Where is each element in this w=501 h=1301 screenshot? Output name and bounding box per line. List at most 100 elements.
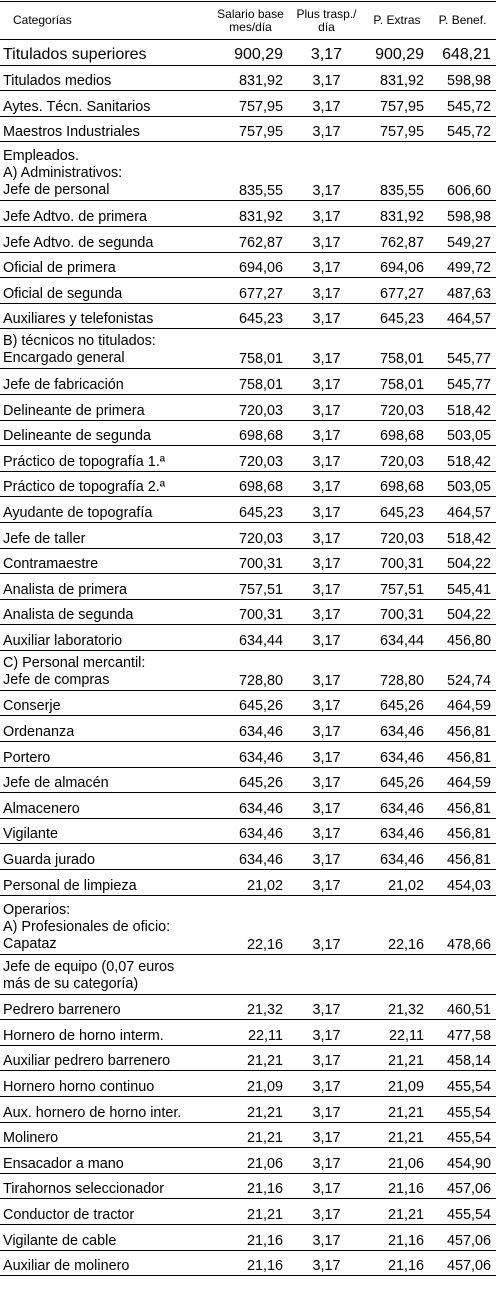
table-row: Jefe de equipo (0,07 euros más de su cate… (0, 954, 496, 995)
category-cell: Conserje (0, 690, 213, 717)
header-salario-base-line2: mes/día (229, 19, 272, 34)
p-extras-cell: 700,31 (365, 599, 429, 626)
category-cell: Contramaestre (0, 548, 213, 575)
p-extras-cell (365, 954, 429, 995)
header-salario-base: Salario base mes/día (213, 1, 288, 40)
p-extras-cell: 634,44 (365, 624, 429, 651)
p-extras-cell: 677,27 (365, 277, 429, 304)
category-cell: Hornero horno continuo (0, 1070, 213, 1097)
category-cell: Jefe de fabricación (0, 368, 213, 395)
salario-base-cell: 700,31 (213, 599, 288, 626)
salario-base-cell: 634,44 (213, 624, 288, 651)
p-benef-cell: 648,21 (429, 39, 496, 66)
table-row: Molinero 21,21 3,17 21,21 455,54 (0, 1122, 496, 1149)
plus-trasp-cell: 3,17 (288, 420, 365, 447)
salario-base-cell: 634,46 (213, 818, 288, 845)
p-benef-cell: 455,54 (429, 1198, 496, 1225)
category-cell: C) Personal mercantil: Jefe de compras (0, 650, 213, 691)
table-row: Conductor de tractor 21,21 3,17 21,21 455,54 (0, 1198, 496, 1225)
table-row: Auxiliares y telefonistas 645,23 3,17 645,2… (0, 303, 496, 330)
p-benef-cell: 457,06 (429, 1250, 496, 1277)
category-label: Hornero horno continuo (3, 1079, 155, 1095)
table-row: Analista de segunda 700,31 3,17 700,31 504,2… (0, 599, 496, 626)
table-row: Titulados superiores 900,29 3,17 900,29 648,… (0, 39, 496, 66)
category-cell: Ensacador a mano (0, 1147, 213, 1174)
salario-base-cell: 757,51 (213, 573, 288, 600)
p-benef-cell: 598,98 (429, 200, 496, 227)
salario-base-cell: 728,80 (213, 650, 288, 691)
category-cell: Tirahornos seleccionador (0, 1173, 213, 1200)
table-row: Vigilante de cable 21,16 3,17 21,16 457,06 (0, 1224, 496, 1251)
table-row: Pedrero barrenero 21,32 3,17 21,32 460,51 (0, 994, 496, 1021)
category-cell: Almacenero (0, 792, 213, 819)
p-benef-cell: 456,81 (429, 715, 496, 743)
plus-trasp-cell: 3,17 (288, 792, 365, 819)
category-label: Aux. hornero de horno inter. (3, 1104, 182, 1121)
plus-trasp-cell: 3,17 (288, 1198, 365, 1225)
category-cell: Titulados medios (0, 65, 213, 92)
category-label: B) técnicos no titulados: (3, 333, 156, 350)
plus-trasp-cell: 3,17 (288, 1147, 365, 1174)
p-extras-cell: 720,03 (365, 445, 429, 472)
category-cell: Jefe Adtvo. de primera (0, 200, 213, 227)
category-cell: Portero (0, 741, 213, 768)
category-label: Analista de segunda (3, 607, 134, 624)
p-extras-cell: 700,31 (365, 548, 429, 575)
plus-trasp-cell: 3,17 (288, 328, 365, 370)
plus-trasp-cell: 3,17 (288, 226, 365, 253)
category-label: Contramaestre (3, 556, 99, 573)
plus-trasp-cell: 3,17 (288, 277, 365, 304)
plus-trasp-cell: 3,17 (288, 650, 365, 691)
p-benef-cell: 454,90 (429, 1147, 496, 1174)
category-cell: Práctico de topografía 1.ª (0, 445, 213, 472)
table-row: Práctico de topografía 2.ª 698,68 3,17 698,… (0, 471, 496, 498)
category-cell: Aytes. Técn. Sanitarios (0, 90, 213, 117)
category-label: Jefe de almacén (3, 775, 109, 792)
table-row: Maestros Industriales 757,95 3,17 757,95 545… (0, 116, 496, 143)
category-cell: Aux. hornero de horno inter. (0, 1096, 213, 1123)
salary-table: Categorías Salario base mes/día Plus tra… (0, 1, 496, 1277)
p-extras-cell: 21,06 (365, 1147, 429, 1174)
plus-trasp-cell: 3,17 (288, 1096, 365, 1123)
table-row: Portero 634,46 3,17 634,46 456,81 (0, 741, 496, 768)
salario-base-cell: 634,46 (213, 741, 288, 768)
table-row: Práctico de topografía 1.ª 720,03 3,17 720,… (0, 445, 496, 472)
category-label: Práctico de topografía 1.ª (3, 453, 166, 470)
category-label: Hornero de horno interm. (3, 1027, 164, 1044)
table-row: Conserje 645,26 3,17 645,26 464,59 (0, 690, 496, 717)
plus-trasp-cell: 3,17 (288, 1070, 365, 1097)
plus-trasp-cell: 3,17 (288, 548, 365, 575)
salario-base-cell: 21,21 (213, 1198, 288, 1225)
category-label: Ensacador a mano (3, 1155, 124, 1172)
plus-trasp-cell: 3,17 (288, 445, 365, 472)
p-benef-cell: 464,57 (429, 496, 496, 523)
salario-base-cell: 645,23 (213, 496, 288, 523)
table-row: Auxiliar de molinero 21,16 3,17 21,16 457,06 (0, 1250, 496, 1277)
category-label: Oficial de primera (3, 260, 116, 277)
p-benef-cell: 606,60 (429, 141, 496, 202)
category-label: Jefe de equipo (0,07 euros (3, 958, 175, 975)
p-extras-cell: 21,09 (365, 1070, 429, 1097)
p-extras-cell: 645,23 (365, 496, 429, 523)
header-p-benef: P. Benef. (429, 1, 496, 40)
salario-base-cell: 758,01 (213, 328, 288, 370)
p-benef-cell: 455,54 (429, 1122, 496, 1149)
salario-base-cell: 835,55 (213, 141, 288, 202)
salario-base-cell: 21,16 (213, 1250, 288, 1277)
p-extras-cell: 758,01 (365, 328, 429, 370)
table-row: Auxiliar pedrero barrenero 21,21 3,17 21,21… (0, 1045, 496, 1072)
p-benef-cell: 549,27 (429, 226, 496, 253)
p-benef-cell: 457,06 (429, 1224, 496, 1251)
table-row: Oficial de segunda 677,27 3,17 677,27 487,63 (0, 277, 496, 304)
table-row: Auxiliar laboratorio 634,44 3,17 634,44 456,… (0, 624, 496, 651)
p-benef-cell: 478,66 (429, 895, 496, 955)
p-benef-cell: 524,74 (429, 650, 496, 691)
category-label: Jefe de taller (3, 530, 86, 547)
category-label: Vigilante de cable (3, 1232, 117, 1249)
p-benef-cell: 518,42 (429, 394, 496, 421)
salario-base-cell: 831,92 (213, 200, 288, 227)
category-cell: Jefe de taller (0, 522, 213, 549)
p-extras-cell: 21,21 (365, 1045, 429, 1072)
table-row: Aux. hornero de horno inter. 21,21 3,17 21,… (0, 1096, 496, 1123)
p-benef-cell: 454,03 (429, 869, 496, 896)
